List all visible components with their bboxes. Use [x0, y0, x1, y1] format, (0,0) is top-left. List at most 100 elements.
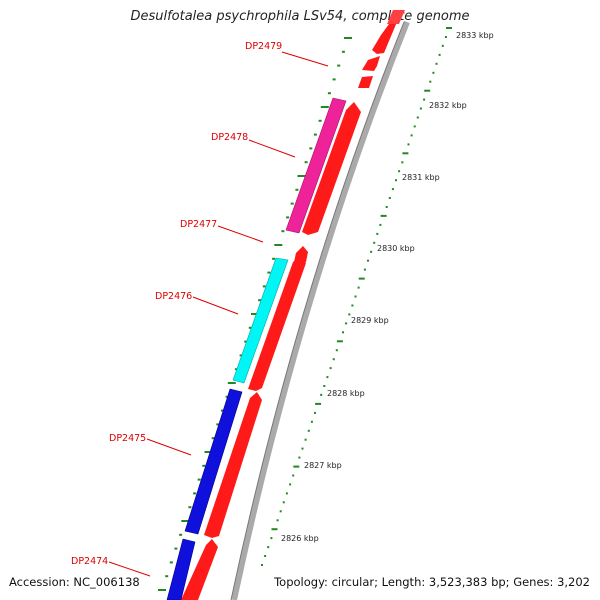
ruler-dot: [376, 232, 379, 235]
ruler-dot: [357, 286, 360, 289]
cds-arrow-2479b: [362, 56, 380, 71]
cds-arrow-2476: [248, 256, 306, 391]
inner-dash: [216, 423, 220, 426]
inner-dash: [202, 464, 206, 467]
inner-dash: [262, 285, 266, 288]
ruler-dot: [407, 143, 410, 146]
inner-dash: [304, 161, 308, 164]
inner-dash: [211, 437, 215, 440]
ruler-dot: [307, 429, 310, 432]
ruler-dot: [345, 322, 348, 325]
ruler-dot: [342, 331, 344, 334]
inner-dash: [313, 133, 317, 136]
genome-backbone-edge: [230, 21, 405, 600]
ruler-dot: [301, 447, 304, 450]
ruler-dot: [332, 358, 335, 361]
ruler-dot: [270, 537, 273, 540]
ruler-dot: [261, 564, 263, 566]
ruler-label-2831: 2831 kbp: [402, 173, 440, 182]
inner-dash: [193, 492, 197, 495]
ruler-dot: [413, 125, 416, 128]
ruler-label-2828: 2828 kbp: [327, 389, 365, 398]
ruler-dot: [264, 555, 267, 557]
gene-block-2478: [285, 97, 347, 234]
ruler-dot: [441, 44, 444, 47]
ruler-dot: [423, 98, 426, 101]
ruler-label-2826: 2826 kbp: [281, 534, 319, 543]
inner-dash: [204, 451, 213, 453]
inner-dash: [158, 589, 166, 591]
leader-dp2476: [192, 296, 239, 315]
cds-arrow-2479c: [358, 76, 373, 88]
inner-dash: [174, 547, 178, 550]
ruler-dot: [336, 340, 343, 343]
cds-arrow-2479a: [372, 20, 397, 54]
ruler-dot: [416, 116, 419, 119]
ruler-dot: [358, 277, 365, 280]
ruler-dot: [354, 295, 357, 298]
inner-dash: [341, 50, 345, 53]
ruler-dot: [335, 349, 338, 352]
ruler-dot: [279, 510, 282, 513]
inner-dash: [267, 271, 271, 274]
ruler-dot: [293, 465, 300, 468]
inner-dash: [281, 230, 285, 233]
ruler-dot: [388, 197, 391, 199]
inner-dash: [165, 575, 169, 578]
ruler-dot: [438, 53, 441, 56]
gene-label-dp2476: DP2476: [155, 291, 192, 302]
ruler-dot: [435, 62, 438, 65]
inner-dashes: [158, 37, 352, 591]
gene-blocks: [166, 10, 405, 600]
inner-dash: [239, 354, 243, 357]
ruler-dot: [289, 483, 292, 486]
cds-arrow-2475: [204, 392, 262, 538]
ruler-dot: [304, 438, 307, 441]
inner-dash: [290, 202, 294, 205]
inner-dash: [337, 64, 341, 67]
map-title: Desulfotalea psychrophila LSv54, complet…: [130, 9, 470, 24]
leader-dp2478: [248, 139, 296, 158]
ruler-dot: [395, 179, 397, 182]
gene-label-dp2475: DP2475: [109, 433, 146, 444]
gene-labels: DP2479 DP2478 DP2477 DP2476 DP2475 DP247…: [71, 41, 329, 577]
inner-dash: [327, 92, 331, 95]
inner-dash: [344, 37, 352, 39]
inner-dash: [220, 409, 224, 412]
ruler-dot: [370, 250, 373, 253]
ruler-dot: [314, 411, 316, 414]
inner-dash: [181, 520, 190, 522]
inner-dash: [188, 506, 192, 509]
inner-dash: [197, 478, 201, 481]
gene-label-dp2479: DP2479: [245, 41, 282, 52]
ruler-dot: [379, 223, 382, 226]
gene-label-dp2478: DP2478: [211, 132, 248, 143]
ruler-label-2827: 2827 kbp: [304, 461, 342, 470]
ruler-dot: [385, 206, 388, 208]
genome-summary-text: Topology: circular; Length: 3,523,383 bp…: [274, 575, 590, 589]
inner-dash: [320, 106, 329, 108]
ruler-dot: [276, 519, 279, 522]
ruler-dot: [373, 241, 376, 244]
ruler-dot: [292, 474, 295, 477]
ruler-dot: [429, 80, 432, 83]
leader-dp2477: [217, 225, 264, 243]
inner-dash: [332, 78, 336, 81]
leader-dp2474: [108, 561, 151, 577]
inner-dash: [258, 299, 262, 302]
cds-arrow-2478: [302, 102, 361, 235]
cds-strand: [181, 20, 397, 600]
ruler-dot: [398, 170, 401, 173]
ruler-dot: [310, 420, 313, 423]
inner-dash: [251, 313, 259, 315]
ruler-dot: [271, 528, 278, 531]
cds-arrow-2474: [181, 539, 218, 600]
inner-dash: [286, 216, 290, 219]
ruler-dot: [391, 188, 394, 191]
ruler-dot: [329, 367, 332, 370]
inner-dash: [169, 561, 173, 564]
gene-label-dp2477: DP2477: [180, 219, 217, 230]
inner-dash: [309, 147, 313, 150]
ruler-label-2833: 2833 kbp: [456, 31, 494, 40]
